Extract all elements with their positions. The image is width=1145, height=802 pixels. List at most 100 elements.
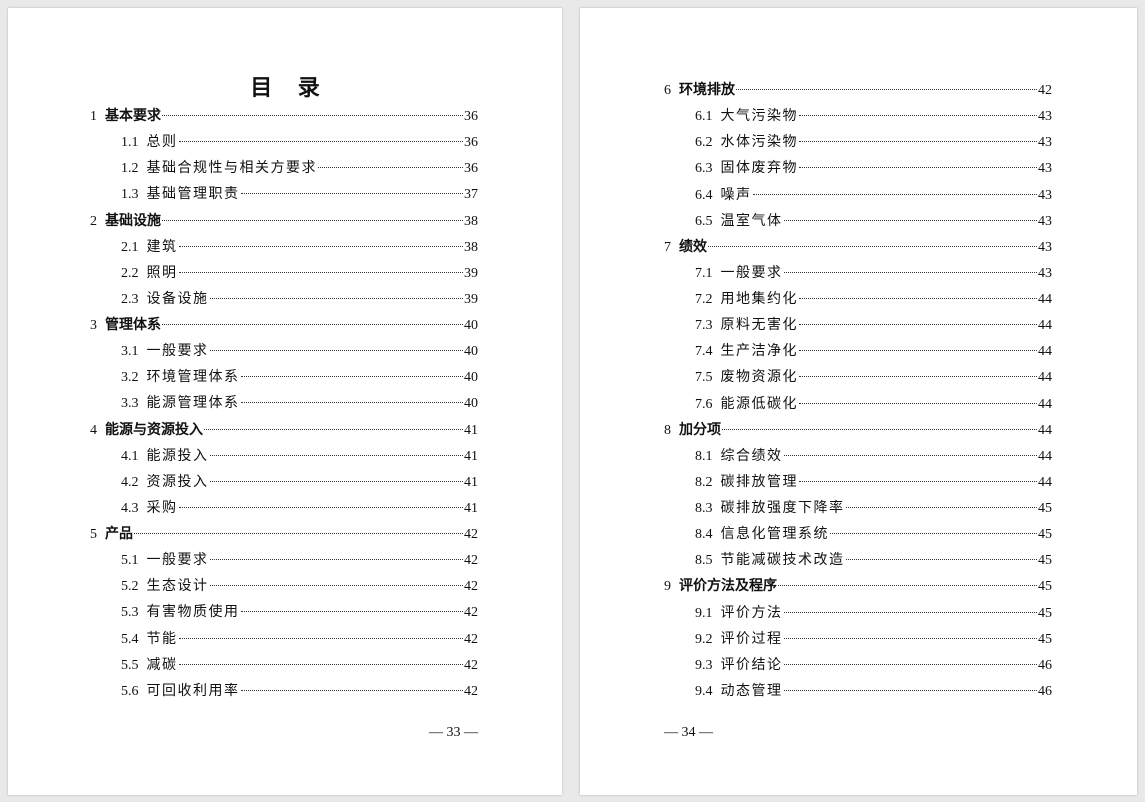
- entry-page: 45: [1038, 579, 1052, 595]
- toc-section-entry[interactable]: 7.2 用地集约化 44: [664, 287, 1052, 313]
- dot-leader: [209, 350, 463, 352]
- dot-leader: [722, 428, 1037, 430]
- entry-number: 1.2: [121, 161, 139, 177]
- entry-title: 减碳: [146, 657, 178, 673]
- toc-section-entry[interactable]: 4.3 采购 41: [90, 496, 478, 522]
- toc-section-entry[interactable]: 9.3 评价结论 46: [664, 653, 1052, 679]
- entry-page: 41: [464, 448, 478, 464]
- entry-title: 有害物质使用: [146, 605, 240, 621]
- toc-section-entry[interactable]: 5.5 减碳 42: [90, 653, 478, 679]
- toc-section-entry[interactable]: 3.3 能源管理体系 40: [90, 391, 478, 417]
- toc-section-entry[interactable]: 6.1 大气污染物 43: [664, 104, 1052, 130]
- dot-leader: [778, 585, 1037, 587]
- dot-leader: [240, 376, 463, 378]
- toc-section-entry[interactable]: 6.5 温室气体 43: [664, 209, 1052, 235]
- entry-number: 8.1: [695, 448, 713, 464]
- dot-leader: [799, 402, 1037, 404]
- dot-leader: [178, 637, 463, 639]
- entry-number: 5.3: [121, 605, 139, 621]
- toc-section-entry[interactable]: 8.4 信息化管理系统 45: [664, 522, 1052, 548]
- toc-section-entry[interactable]: 7.3 原料无害化 44: [664, 313, 1052, 339]
- entry-number: 4.3: [121, 500, 139, 516]
- toc-chapter-entry[interactable]: 2 基础设施 38: [90, 209, 478, 235]
- toc-chapter-entry[interactable]: 5 产品 42: [90, 522, 478, 548]
- entry-title: 能源与资源投入: [105, 422, 203, 438]
- entry-page: 43: [1038, 135, 1052, 151]
- entry-title: 动态管理: [720, 683, 783, 699]
- entry-title: 用地集约化: [720, 292, 798, 307]
- toc-section-entry[interactable]: 8.2 碳排放管理 44: [664, 470, 1052, 496]
- dot-leader: [240, 689, 463, 691]
- toc-section-entry[interactable]: 9.2 评价过程 45: [664, 627, 1052, 653]
- entry-number: 2.3: [121, 291, 139, 307]
- dot-leader: [708, 245, 1037, 247]
- toc-section-entry[interactable]: 6.4 噪声 43: [664, 183, 1052, 209]
- toc-section-entry[interactable]: 9.1 评价方法 45: [664, 601, 1052, 627]
- entry-title: 原料无害化: [720, 318, 798, 334]
- toc-section-entry[interactable]: 5.4 节能 42: [90, 627, 478, 653]
- entry-number: 6: [664, 83, 671, 98]
- toc-section-entry[interactable]: 7.1 一般要求 43: [664, 261, 1052, 287]
- toc-section-entry[interactable]: 1.1 总则 36: [90, 130, 478, 156]
- entry-title: 环境排放: [679, 83, 735, 98]
- toc-section-entry[interactable]: 7.5 废物资源化 44: [664, 365, 1052, 391]
- dot-leader: [799, 141, 1037, 143]
- toc-section-entry[interactable]: 2.3 设备设施 39: [90, 287, 478, 313]
- entry-page: 44: [1038, 344, 1052, 360]
- toc-section-entry[interactable]: 7.6 能源低碳化 44: [664, 392, 1052, 418]
- entry-page: 42: [464, 683, 478, 699]
- toc-section-entry[interactable]: 8.1 综合绩效 44: [664, 444, 1052, 470]
- toc-section-entry[interactable]: 6.3 固体废弃物 43: [664, 156, 1052, 182]
- entry-title: 绩效: [679, 239, 707, 255]
- toc-section-entry[interactable]: 2.1 建筑 38: [90, 235, 478, 261]
- toc-section-entry[interactable]: 5.1 一般要求 42: [90, 548, 478, 574]
- entry-page: 37: [464, 187, 478, 203]
- toc-chapter-entry[interactable]: 4 能源与资源投入 41: [90, 418, 478, 444]
- dot-leader: [209, 480, 463, 482]
- toc-chapter-entry[interactable]: 1 基本要求 36: [90, 104, 478, 130]
- dot-leader: [783, 271, 1037, 273]
- toc-chapter-entry[interactable]: 6 环境排放 42: [664, 78, 1052, 104]
- entry-page: 39: [464, 265, 478, 281]
- toc-section-entry[interactable]: 6.2 水体污染物 43: [664, 130, 1052, 156]
- entry-page: 42: [464, 631, 478, 647]
- dot-leader: [209, 585, 463, 587]
- entry-page: 42: [464, 527, 478, 542]
- entry-page: 36: [464, 109, 478, 124]
- toc-section-entry[interactable]: 3.2 环境管理体系 40: [90, 365, 478, 391]
- dot-leader: [178, 245, 463, 247]
- toc-chapter-entry[interactable]: 7 绩效 43: [664, 235, 1052, 261]
- entry-number: 9.4: [695, 683, 713, 699]
- toc-section-entry[interactable]: 1.3 基础管理职责 37: [90, 182, 478, 208]
- entry-number: 6.3: [695, 161, 713, 177]
- toc-section-entry[interactable]: 9.4 动态管理 46: [664, 679, 1052, 705]
- toc-section-entry[interactable]: 4.2 资源投入 41: [90, 470, 478, 496]
- entry-page: 42: [464, 579, 478, 595]
- toc-section-entry[interactable]: 8.3 碳排放强度下降率 45: [664, 496, 1052, 522]
- entry-title: 建筑: [146, 239, 178, 255]
- toc-section-entry[interactable]: 4.1 能源投入 41: [90, 444, 478, 470]
- toc-section-entry[interactable]: 5.3 有害物质使用 42: [90, 600, 478, 626]
- dot-leader: [240, 193, 463, 195]
- toc-section-entry[interactable]: 2.2 照明 39: [90, 261, 478, 287]
- toc-section-entry[interactable]: 8.5 节能减碳技术改造 45: [664, 548, 1052, 574]
- toc-section-entry[interactable]: 5.6 可回收利用率 42: [90, 679, 478, 705]
- entry-number: 8.2: [695, 474, 713, 490]
- dot-leader: [845, 559, 1037, 561]
- toc-section-entry[interactable]: 1.2 基础合规性与相关方要求 36: [90, 156, 478, 182]
- entry-number: 1.3: [121, 187, 139, 203]
- entry-title: 大气污染物: [720, 109, 798, 125]
- toc-section-entry[interactable]: 5.2 生态设计 42: [90, 574, 478, 600]
- toc-chapter-entry[interactable]: 8 加分项 44: [664, 418, 1052, 444]
- entry-page: 44: [1038, 474, 1052, 490]
- toc-section-entry[interactable]: 7.4 生产洁净化 44: [664, 339, 1052, 365]
- dot-leader: [736, 89, 1037, 90]
- toc-section-entry[interactable]: 3.1 一般要求 40: [90, 339, 478, 365]
- entry-number: 9.3: [695, 657, 713, 673]
- entry-page: 45: [1038, 631, 1052, 647]
- toc-list: 6 环境排放 42 6.1 大气污染物 43 6.2 水体污染物 43 6.3 固体废弃物 43 6.4…: [664, 78, 1052, 705]
- entry-title: 综合绩效: [720, 448, 783, 464]
- toc-chapter-entry[interactable]: 9 评价方法及程序 45: [664, 574, 1052, 600]
- entry-title: 基础设施: [105, 213, 161, 229]
- toc-chapter-entry[interactable]: 3 管理体系 40: [90, 313, 478, 339]
